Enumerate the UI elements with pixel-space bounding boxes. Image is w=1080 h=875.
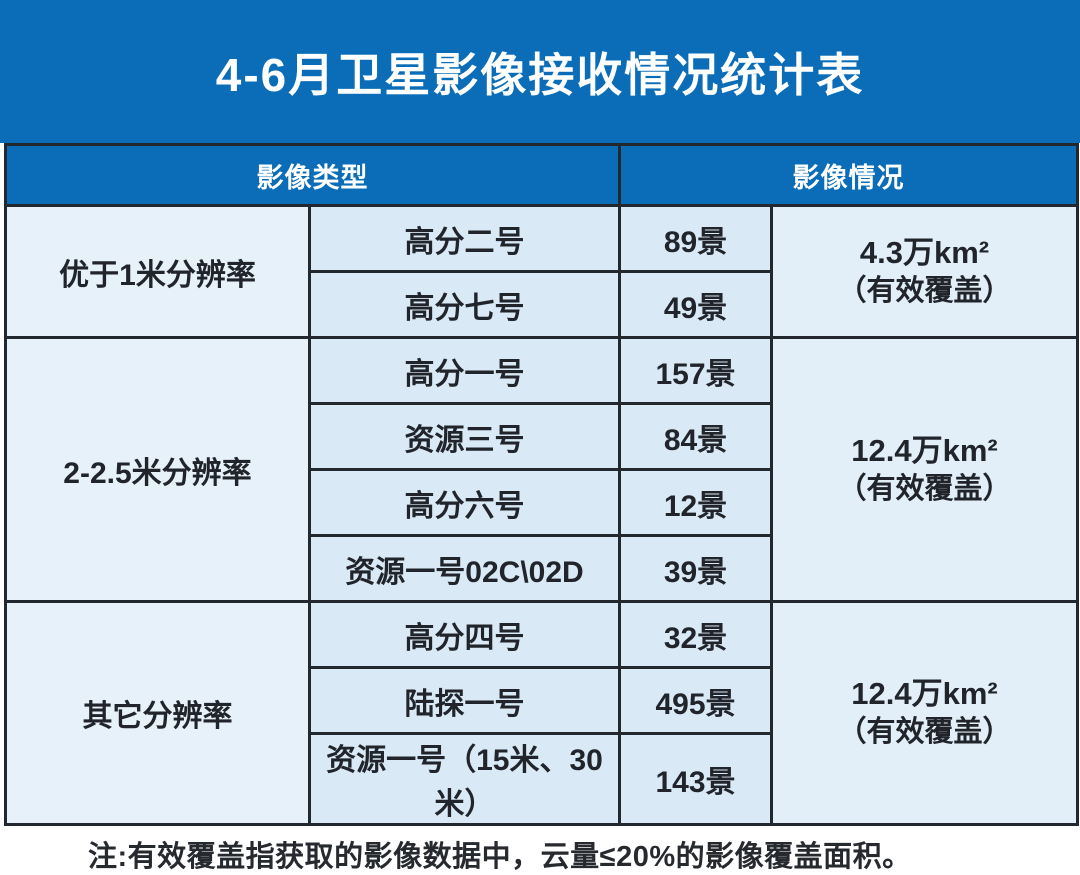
coverage-note: （有效覆盖） (837, 716, 1012, 749)
satellite-name: 高分四号 (308, 600, 621, 669)
resolution-group-label: 优于1米分辨率 (4, 204, 311, 339)
table-container: 影像类型 影像情况 优于1米分辨率 高分二号 89景 4.3万km² （有效覆盖… (0, 143, 1080, 826)
coverage-value: 12.4万km² (851, 432, 998, 468)
table-row: 高分六号 12景 (6, 468, 1078, 537)
satellite-name: 陆探一号 (308, 666, 621, 735)
coverage-cell: 12.4万km² （有效覆盖） (770, 336, 1079, 603)
column-header-image-status: 影像情况 (618, 143, 1079, 207)
coverage-cell: 4.3万km² （有效覆盖） (770, 204, 1079, 339)
satellite-name: 资源一号02C\02D (308, 534, 621, 603)
table-row: 高分七号 49景 (6, 270, 1078, 339)
satellite-name: 高分七号 (308, 270, 621, 339)
scene-count: 89景 (618, 204, 773, 273)
table-row: 其它分辨率 高分四号 32景 12.4万km² （有效覆盖） (4, 600, 1079, 826)
footnote: 注:有效覆盖指获取的影像数据中，云量≤20%的影像覆盖面积。 (88, 841, 912, 873)
scene-count: 12景 (618, 468, 773, 537)
coverage-cell: 12.4万km² （有效覆盖） (770, 600, 1079, 826)
satellite-name: 高分六号 (308, 468, 621, 537)
satellite-name: 资源三号 (308, 402, 621, 471)
table-row: 陆探一号 495景 (6, 666, 1078, 735)
resolution-group-label: 2-2.5米分辨率 (4, 336, 311, 603)
coverage-value: 4.3万km² (859, 234, 990, 270)
title-band: 4-6月卫星影像接收情况统计表 (0, 0, 1080, 143)
table-row: 资源三号 84景 (6, 402, 1078, 471)
scene-count: 143景 (618, 732, 773, 826)
table-row: 2-2.5米分辨率 高分一号 157景 12.4万km² （有效覆盖） (4, 336, 1079, 603)
resolution-group-label: 其它分辨率 (4, 600, 311, 826)
coverage-value: 12.4万km² (851, 676, 998, 711)
satellite-name: 资源一号（15米、30米） (308, 732, 621, 826)
page-title: 4-6月卫星影像接收情况统计表 (215, 48, 865, 101)
coverage-note: （有效覆盖） (837, 472, 1012, 505)
table-row: 资源一号（15米、30米） 143景 (6, 732, 1078, 826)
coverage-note: （有效覆盖） (837, 274, 1012, 307)
scene-count: 49景 (618, 270, 773, 339)
scene-count: 157景 (618, 336, 773, 405)
header-row: 影像类型 影像情况 (4, 143, 1079, 207)
satellite-name: 高分二号 (308, 204, 621, 273)
scene-count: 32景 (618, 600, 773, 669)
satellite-name: 高分一号 (308, 336, 621, 405)
table-row: 优于1米分辨率 高分二号 89景 4.3万km² （有效覆盖） (4, 204, 1079, 339)
table-row: 资源一号02C\02D 39景 (6, 534, 1078, 603)
column-header-image-type: 影像类型 (4, 143, 621, 207)
scene-count: 84景 (618, 402, 773, 471)
scene-count: 495景 (618, 666, 773, 735)
satellite-statistics-table: 影像类型 影像情况 优于1米分辨率 高分二号 89景 4.3万km² （有效覆盖… (4, 143, 1079, 826)
scene-count: 39景 (618, 534, 773, 603)
